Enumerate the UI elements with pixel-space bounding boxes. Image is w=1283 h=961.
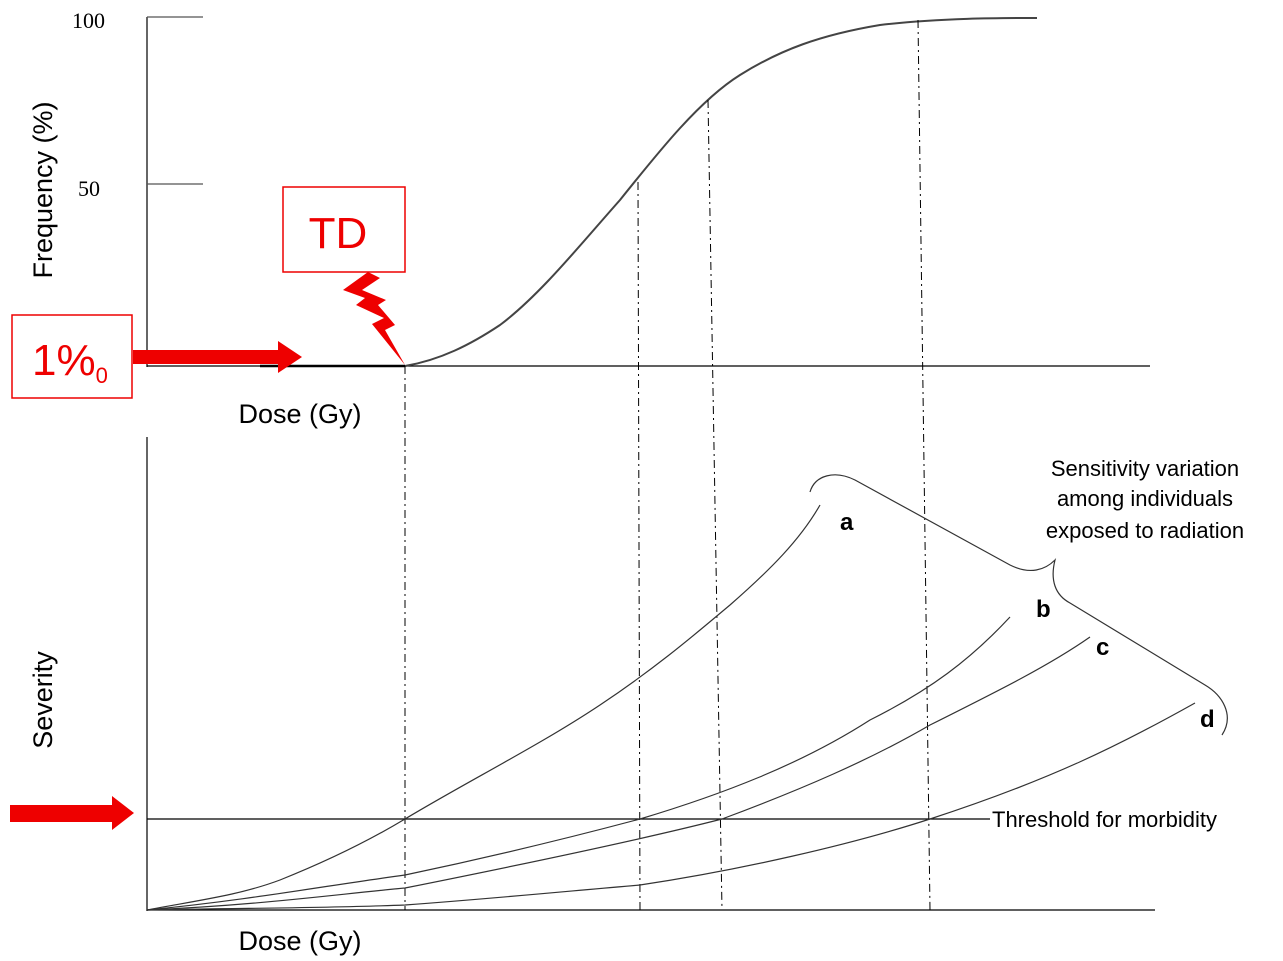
arrow-head bbox=[278, 341, 302, 373]
dose-response-curve bbox=[404, 17, 1038, 367]
threshold-main: 1% bbox=[32, 336, 96, 385]
y-tick-label: 100 bbox=[72, 8, 105, 33]
y-axis-label: Severity bbox=[28, 651, 58, 749]
threshold-label: 1%0 bbox=[32, 336, 108, 388]
y-tick-label: 50 bbox=[78, 176, 100, 201]
y-axis-label: Frequency (%) bbox=[28, 101, 58, 278]
lightning-bolt bbox=[343, 272, 405, 365]
guide-line bbox=[637, 181, 641, 911]
brace bbox=[809, 474, 1228, 736]
x-axis-label: Dose (Gy) bbox=[238, 926, 361, 956]
threshold-line-label: Threshold for morbidity bbox=[992, 807, 1217, 832]
note-line: among individuals bbox=[1057, 486, 1233, 511]
curve-label: d bbox=[1200, 706, 1215, 733]
threshold-sub: 0 bbox=[96, 363, 108, 388]
arrow-head bbox=[112, 796, 134, 830]
guide-line bbox=[917, 19, 931, 911]
curve-label: b bbox=[1036, 596, 1051, 623]
curve-label: c bbox=[1096, 634, 1109, 661]
curve-a bbox=[146, 504, 821, 911]
threshold-box bbox=[11, 314, 133, 399]
arrow-shaft bbox=[133, 350, 280, 364]
td-box bbox=[282, 186, 406, 273]
curve-d bbox=[146, 702, 1196, 911]
td-label: TD bbox=[309, 209, 368, 258]
x-axis-label: Dose (Gy) bbox=[238, 399, 361, 429]
curve-c bbox=[146, 636, 1091, 911]
curve-label: a bbox=[840, 509, 854, 536]
note-line: Sensitivity variation bbox=[1051, 456, 1239, 481]
curve-b bbox=[146, 616, 1011, 911]
note-line: exposed to radiation bbox=[1046, 518, 1244, 543]
arrow-shaft bbox=[10, 805, 115, 822]
guide-line bbox=[707, 99, 723, 911]
